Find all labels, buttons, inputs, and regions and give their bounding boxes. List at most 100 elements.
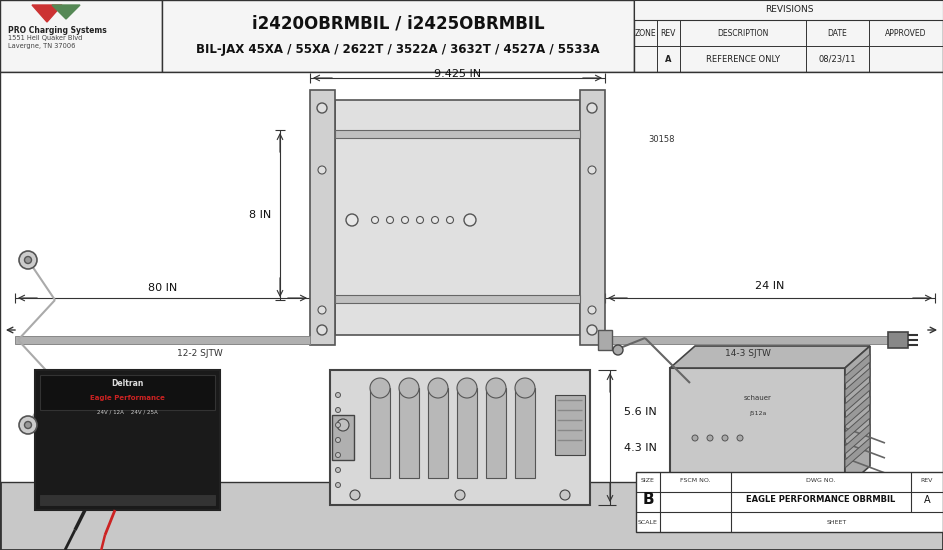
Bar [399, 388, 419, 478]
Text: 24 IN: 24 IN [755, 281, 785, 291]
Circle shape [455, 490, 465, 500]
Circle shape [515, 378, 535, 398]
Circle shape [446, 217, 454, 223]
Polygon shape [52, 5, 80, 19]
Bar [370, 388, 390, 478]
Bar [40, 375, 215, 410]
Polygon shape [32, 5, 62, 22]
Circle shape [486, 378, 506, 398]
Circle shape [336, 453, 340, 458]
Text: Deltran: Deltran [111, 379, 143, 388]
Text: A: A [665, 54, 671, 63]
Bar [335, 295, 580, 303]
Text: SCALE: SCALE [638, 520, 658, 525]
Circle shape [336, 408, 340, 412]
Bar [35, 370, 220, 510]
Circle shape [336, 482, 340, 487]
Circle shape [432, 217, 438, 223]
Text: Lavergne, TN 37006: Lavergne, TN 37006 [8, 43, 75, 49]
Text: A: A [924, 495, 931, 505]
Polygon shape [845, 346, 870, 488]
Bar [888, 332, 908, 348]
Text: DWG NO.: DWG NO. [806, 477, 835, 482]
Polygon shape [670, 346, 870, 368]
Circle shape [19, 251, 37, 269]
Circle shape [399, 378, 419, 398]
Circle shape [692, 435, 698, 441]
Bar [15, 336, 310, 344]
Text: 08/23/11: 08/23/11 [819, 54, 855, 63]
Text: 5.6 IN: 5.6 IN [623, 407, 656, 417]
Bar [0, 0, 162, 72]
Text: 14-3 SJTW: 14-3 SJTW [725, 349, 771, 359]
Circle shape [318, 306, 326, 314]
Bar [486, 388, 506, 478]
Bar [0, 72, 943, 482]
Circle shape [19, 416, 37, 434]
Bar [580, 90, 605, 345]
Text: B: B [642, 492, 653, 508]
Polygon shape [845, 410, 870, 440]
Text: 8 IN: 8 IN [249, 210, 272, 220]
Polygon shape [845, 368, 870, 398]
Circle shape [317, 325, 327, 335]
Bar [162, 0, 634, 72]
Text: PRO Charging Systems: PRO Charging Systems [8, 26, 107, 35]
Bar [335, 100, 580, 335]
Text: 4.3 IN: 4.3 IN [623, 443, 656, 453]
Text: REV: REV [660, 29, 676, 37]
Circle shape [336, 468, 340, 472]
Circle shape [336, 437, 340, 443]
Bar [332, 415, 354, 460]
Text: 30158: 30158 [648, 135, 674, 145]
Text: 1551 Heil Quaker Blvd: 1551 Heil Quaker Blvd [8, 35, 82, 41]
Circle shape [599, 334, 611, 346]
Text: REFERENCE ONLY: REFERENCE ONLY [706, 54, 780, 63]
Circle shape [336, 422, 340, 427]
Circle shape [337, 419, 349, 431]
Bar [310, 90, 335, 345]
Bar [428, 388, 448, 478]
Circle shape [560, 490, 570, 500]
Text: DESCRIPTION: DESCRIPTION [718, 29, 769, 37]
Circle shape [737, 435, 743, 441]
Circle shape [428, 378, 448, 398]
Text: SIZE: SIZE [641, 477, 655, 482]
Circle shape [317, 103, 327, 113]
Polygon shape [845, 382, 870, 412]
Circle shape [613, 345, 623, 355]
Circle shape [25, 256, 31, 263]
Bar [457, 388, 477, 478]
Text: FSCM NO.: FSCM NO. [680, 477, 710, 482]
Text: 9.425 IN: 9.425 IN [435, 69, 482, 79]
Bar [330, 370, 590, 505]
Text: APPROVED: APPROVED [885, 29, 927, 37]
Circle shape [402, 217, 408, 223]
Circle shape [587, 103, 597, 113]
Text: ZONE: ZONE [635, 29, 655, 37]
Circle shape [370, 378, 390, 398]
Bar [555, 395, 585, 455]
Circle shape [372, 217, 378, 223]
Circle shape [464, 214, 476, 226]
Polygon shape [845, 438, 870, 468]
Bar [515, 388, 535, 478]
Polygon shape [845, 424, 870, 454]
Circle shape [588, 166, 596, 174]
Text: 12-2 SJTW: 12-2 SJTW [177, 349, 223, 359]
Text: SHEET: SHEET [827, 520, 847, 525]
Text: j512a: j512a [749, 410, 767, 415]
Text: schauer: schauer [744, 395, 771, 401]
Circle shape [387, 217, 393, 223]
Bar [40, 495, 215, 505]
Polygon shape [845, 354, 870, 384]
Circle shape [457, 378, 477, 398]
Bar [335, 130, 580, 138]
Text: REV: REV [920, 477, 934, 482]
Text: EAGLE PERFORMANCE OBRMBIL: EAGLE PERFORMANCE OBRMBIL [746, 496, 896, 504]
Circle shape [587, 325, 597, 335]
Text: DATE: DATE [827, 29, 847, 37]
Text: BIL-JAX 45XA / 55XA / 2622T / 3522A / 3632T / 4527A / 5533A: BIL-JAX 45XA / 55XA / 2622T / 3522A / 36… [196, 43, 600, 57]
Text: REVISIONS: REVISIONS [765, 6, 813, 14]
Circle shape [25, 421, 31, 428]
